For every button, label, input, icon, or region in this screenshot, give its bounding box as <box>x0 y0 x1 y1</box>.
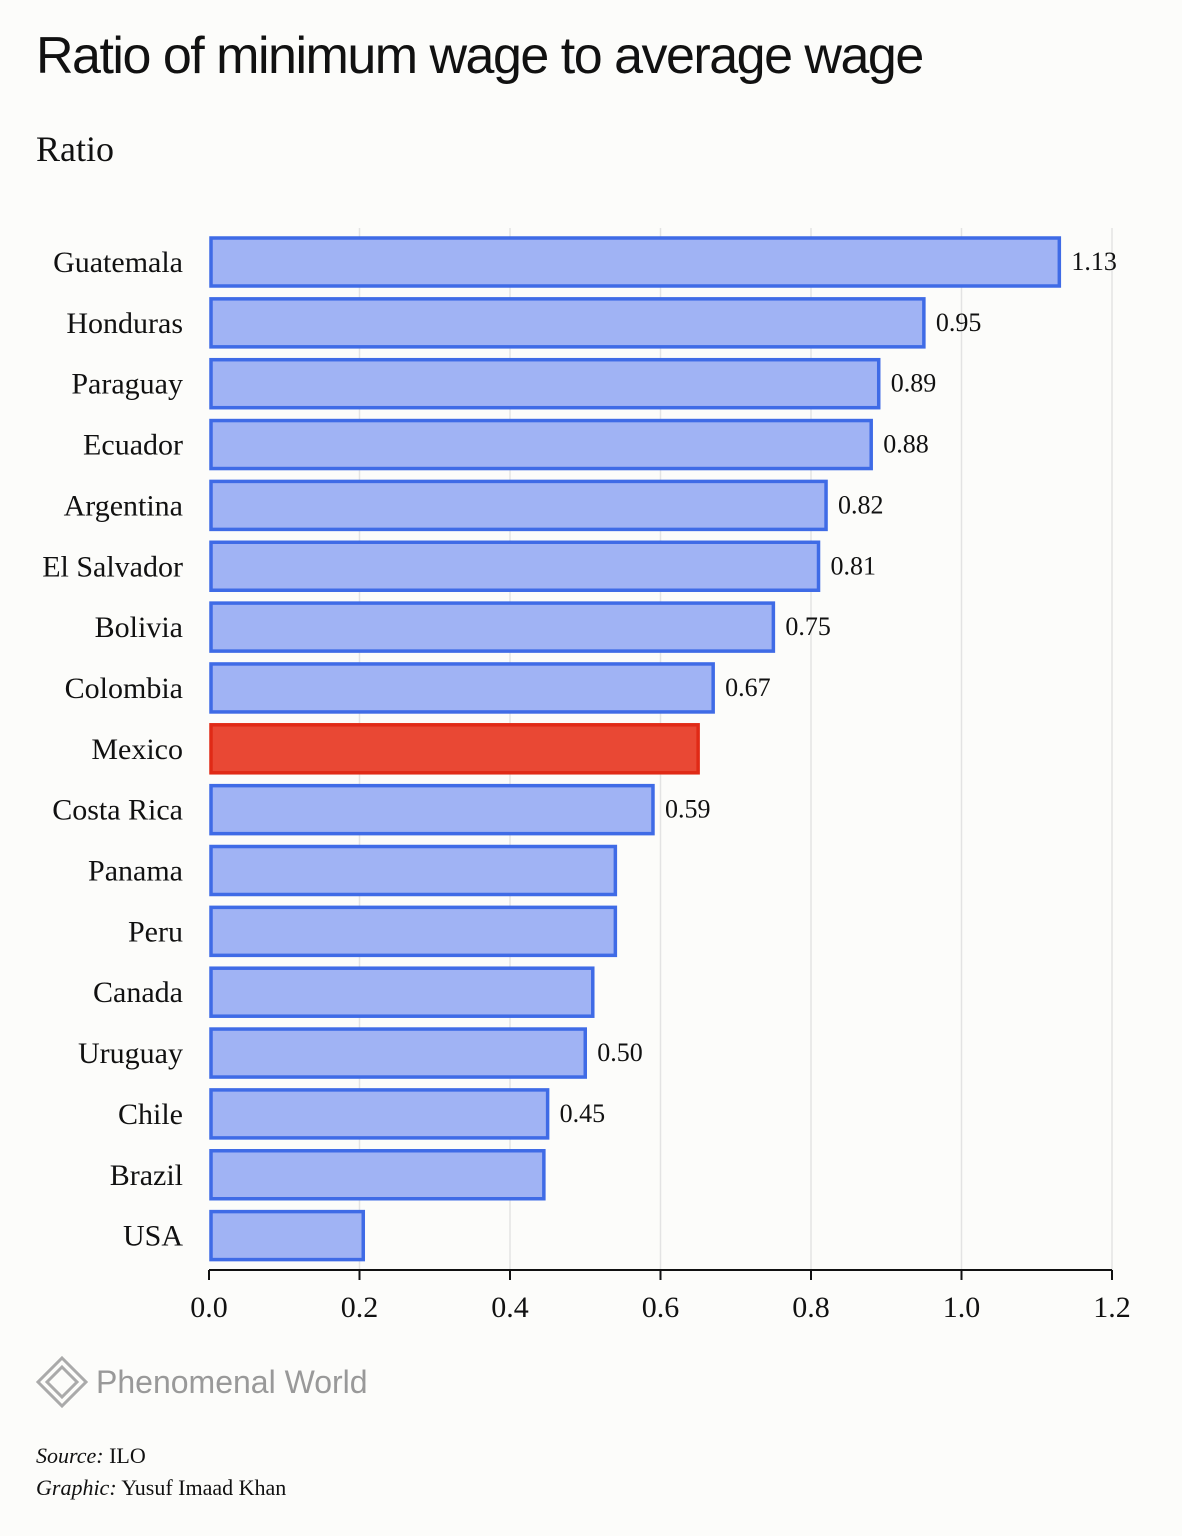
brand-name: Phenomenal World <box>96 1363 368 1400</box>
brand-logo: Phenomenal World <box>36 1356 368 1408</box>
bar <box>209 297 926 349</box>
chart-title: Ratio of minimum wage to average wage <box>36 27 924 85</box>
category-label: Honduras <box>66 307 183 340</box>
category-label: Brazil <box>110 1159 183 1192</box>
bar <box>209 357 881 410</box>
category-label: Argentina <box>64 489 183 522</box>
value-label: 0.82 <box>838 490 884 519</box>
bar <box>209 418 873 471</box>
bar <box>209 479 828 532</box>
x-tick-label: 0.6 <box>642 1291 680 1324</box>
graphic-line: Graphic: Yusuf Imaad Khan <box>36 1472 286 1504</box>
diamond-logo-icon <box>36 1356 88 1408</box>
bar <box>209 662 715 714</box>
x-tick-label: 1.2 <box>1093 1291 1131 1324</box>
graphic-label: Graphic: <box>36 1475 117 1500</box>
x-tick-label: 0.4 <box>491 1291 529 1324</box>
bar <box>209 540 821 592</box>
bar <box>209 844 618 897</box>
source-line: Source: ILO <box>36 1440 286 1472</box>
bar <box>209 723 700 775</box>
category-label: Peru <box>128 915 183 948</box>
category-label: Guatemala <box>53 246 183 279</box>
category-label: Mexico <box>91 733 183 766</box>
bar <box>209 783 655 836</box>
value-label: 0.45 <box>560 1099 606 1128</box>
bar <box>209 1209 366 1262</box>
value-label: 0.67 <box>725 673 771 702</box>
x-tick-label: 0.0 <box>190 1291 228 1324</box>
x-tick-label: 0.2 <box>341 1291 379 1324</box>
value-label: 1.13 <box>1071 247 1117 276</box>
chart-subtitle: Ratio <box>36 129 114 169</box>
value-label: 0.89 <box>891 369 937 398</box>
value-label: 0.95 <box>936 308 982 337</box>
bar <box>209 1149 546 1201</box>
bar <box>209 236 1062 288</box>
category-label: Ecuador <box>83 429 183 462</box>
category-label: Paraguay <box>71 368 183 401</box>
category-label: Canada <box>93 976 183 1009</box>
category-label: Chile <box>118 1098 183 1131</box>
bar <box>209 1088 550 1140</box>
category-label: Bolivia <box>95 611 183 644</box>
value-label: 0.50 <box>597 1038 643 1067</box>
source-value: ILO <box>103 1443 146 1468</box>
value-label: 0.88 <box>883 430 929 459</box>
bar <box>209 905 618 958</box>
value-label: 0.75 <box>785 612 831 641</box>
graphic-value: Yusuf Imaad Khan <box>116 1475 287 1500</box>
source-label: Source: <box>36 1443 104 1468</box>
category-label: El Salvador <box>42 550 183 583</box>
category-label: Uruguay <box>78 1037 183 1070</box>
category-label: USA <box>123 1220 183 1253</box>
bar <box>209 966 595 1018</box>
category-label: Panama <box>88 855 183 888</box>
x-tick-label: 0.8 <box>792 1291 830 1324</box>
bar <box>209 1027 587 1079</box>
category-label: Costa Rica <box>52 794 183 827</box>
value-label: 0.59 <box>665 795 711 824</box>
x-tick-label: 1.0 <box>943 1291 981 1324</box>
credits: Source: ILO Graphic: Yusuf Imaad Khan <box>36 1440 286 1504</box>
value-label: 0.81 <box>831 551 877 580</box>
category-label: Colombia <box>65 672 183 705</box>
bar <box>209 601 776 653</box>
bar-chart: Guatemala 1.13 Honduras 0.95 Paraguay 0.89 Ecu… <box>42 228 1131 1324</box>
